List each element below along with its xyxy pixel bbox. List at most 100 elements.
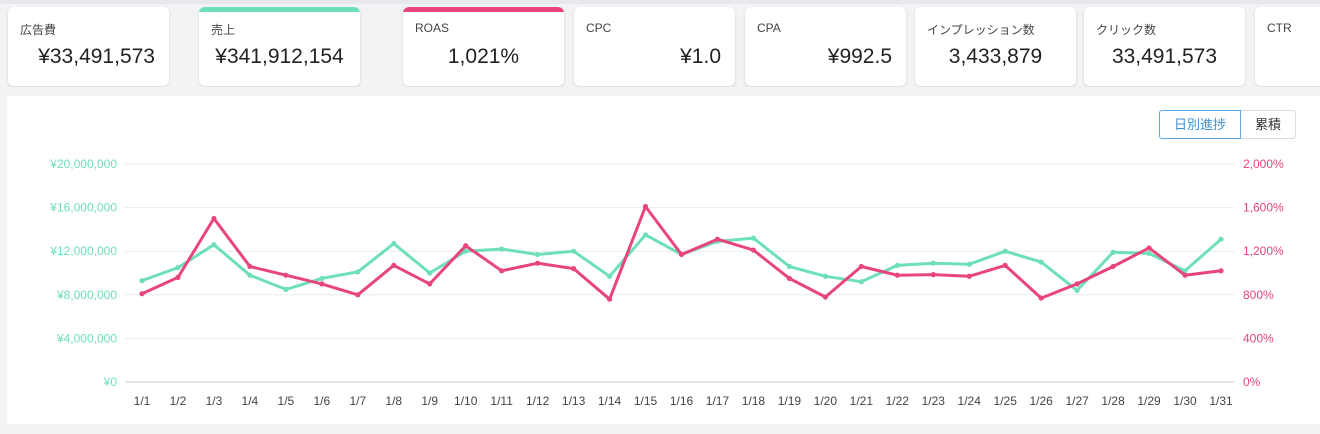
kpi-card-3[interactable]: ROAS 1,021% xyxy=(403,7,564,86)
x-tick-label: 1/13 xyxy=(562,394,586,408)
x-tick-label: 1/16 xyxy=(670,394,694,408)
chart-panel: 日別進捗 累積 ¥20,000,000 2,000% ¥16,000,000 1,60… xyxy=(7,96,1320,424)
series-point-1 xyxy=(930,260,936,266)
series-point-1 xyxy=(1074,287,1080,294)
series-point-1 xyxy=(606,273,613,279)
kpi-value: ¥33,491,573 xyxy=(38,45,155,68)
series-point-1 xyxy=(355,269,361,275)
series-point-2 xyxy=(786,275,793,282)
y-right-tick-label: 0% xyxy=(1243,375,1261,389)
y-left-tick-label: ¥4,000,000 xyxy=(56,331,117,345)
kpi-card-4[interactable]: CPC ¥1.0 xyxy=(574,7,735,86)
kpi-row: 広告費 ¥33,491,573 売上 ¥341,912,154 ROAS 1,021% CP… xyxy=(0,7,1320,87)
y-right-tick-label: 2,000% xyxy=(1243,157,1284,171)
x-tick-label: 1/10 xyxy=(454,394,478,408)
series-point-1 xyxy=(1002,248,1008,254)
series-point-2 xyxy=(678,251,685,258)
series-point-2 xyxy=(535,260,541,266)
series-point-1 xyxy=(319,275,325,282)
x-tick-label: 1/5 xyxy=(278,394,295,408)
kpi-card-7[interactable]: クリック数 33,491,573 xyxy=(1084,7,1245,86)
kpi-value: 1,021% xyxy=(447,45,520,68)
x-tick-label: 1/28 xyxy=(1101,394,1125,408)
kpi-label: 広告費 xyxy=(20,23,57,37)
kpi-label: 売上 xyxy=(211,23,236,37)
x-tick-label: 1/4 xyxy=(242,394,259,408)
series-point-1 xyxy=(427,270,433,276)
series-point-2 xyxy=(822,294,828,300)
x-tick-label: 1/12 xyxy=(526,394,550,408)
series-point-1 xyxy=(535,251,541,258)
x-tick-label: 1/27 xyxy=(1065,394,1089,408)
kpi-label: ROAS xyxy=(415,21,450,35)
kpi-value: ¥1.0 xyxy=(680,45,721,68)
x-tick-label: 1/19 xyxy=(778,394,802,408)
series-point-1 xyxy=(571,248,577,254)
kpi-accent-bar xyxy=(199,7,360,12)
series-point-2 xyxy=(175,274,181,280)
view-toggle: 日別進捗 累積 xyxy=(1159,110,1297,139)
series-point-2 xyxy=(1110,263,1116,270)
series-point-1 xyxy=(1218,236,1224,242)
y-left-tick-label: ¥8,000,000 xyxy=(56,288,117,302)
y-left-tick-label: ¥0 xyxy=(103,375,118,389)
x-tick-label: 1/3 xyxy=(206,394,223,408)
series-point-2 xyxy=(1074,281,1080,287)
series-point-2 xyxy=(499,268,505,274)
x-tick-label: 1/15 xyxy=(634,394,658,408)
kpi-label: インプレッション数 xyxy=(927,23,1035,37)
x-tick-label: 1/8 xyxy=(385,394,402,408)
series-point-1 xyxy=(894,262,900,268)
kpi-label: CTR xyxy=(1267,21,1292,35)
x-tick-label: 1/17 xyxy=(706,394,730,408)
kpi-label: クリック数 xyxy=(1096,23,1157,37)
series-point-2 xyxy=(283,272,289,278)
series-point-1 xyxy=(463,248,469,254)
kpi-label: CPC xyxy=(586,21,612,35)
y-right-tick-label: 1,200% xyxy=(1243,244,1284,258)
line-chart: ¥20,000,000 2,000% ¥16,000,000 1,600% ¥12,00… xyxy=(49,157,1284,408)
series-point-2 xyxy=(355,292,361,298)
kpi-value: ¥992.5 xyxy=(827,45,892,68)
series-point-2 xyxy=(1038,295,1044,301)
x-tick-label: 1/11 xyxy=(490,394,513,408)
series-point-2 xyxy=(247,263,253,270)
y-left-tick-label: ¥16,000,000 xyxy=(49,201,117,215)
series-point-2 xyxy=(463,243,469,249)
series-point-1 xyxy=(1110,249,1116,255)
series-point-1 xyxy=(139,278,145,284)
x-tick-label: 1/6 xyxy=(313,394,330,408)
top-strip xyxy=(0,0,1320,4)
series-point-1 xyxy=(1038,259,1044,265)
series-point-1 xyxy=(642,232,649,238)
series-point-2 xyxy=(642,203,649,210)
kpi-value: ¥341,912,154 xyxy=(215,45,344,68)
series-point-1 xyxy=(1182,268,1188,274)
series-point-2 xyxy=(930,272,936,278)
kpi-card-2[interactable]: 売上 ¥341,912,154 xyxy=(199,7,360,86)
cumulative-button[interactable]: 累積 xyxy=(1241,110,1297,139)
daily-progress-button[interactable]: 日別進捗 xyxy=(1159,110,1242,139)
y-right-tick-label: 800% xyxy=(1243,288,1274,302)
series-point-1 xyxy=(822,273,828,279)
series-point-2 xyxy=(319,281,325,287)
series-point-2 xyxy=(750,247,757,253)
kpi-card-1[interactable]: 広告費 ¥33,491,573 xyxy=(8,7,169,86)
x-tick-label: 1/22 xyxy=(886,394,910,408)
series-point-2 xyxy=(1182,272,1188,278)
series-point-2 xyxy=(894,272,900,278)
kpi-card-5[interactable]: CPA ¥992.5 xyxy=(745,7,906,86)
kpi-card-6[interactable]: インプレッション数 3,433,879 xyxy=(915,7,1076,86)
series-point-1 xyxy=(247,272,253,278)
series-point-2 xyxy=(211,215,217,222)
series-point-2 xyxy=(139,291,145,297)
x-tick-label: 1/9 xyxy=(421,394,438,408)
x-tick-label: 1/14 xyxy=(598,394,622,408)
x-tick-label: 1/1 xyxy=(134,394,151,408)
x-tick-label: 1/23 xyxy=(922,394,946,408)
series-point-2 xyxy=(427,281,433,287)
kpi-card-8[interactable]: CTR xyxy=(1255,7,1320,86)
kpi-accent-bar xyxy=(403,7,564,12)
x-tick-label: 1/31 xyxy=(1209,394,1233,408)
series-line-1 xyxy=(140,233,1223,292)
